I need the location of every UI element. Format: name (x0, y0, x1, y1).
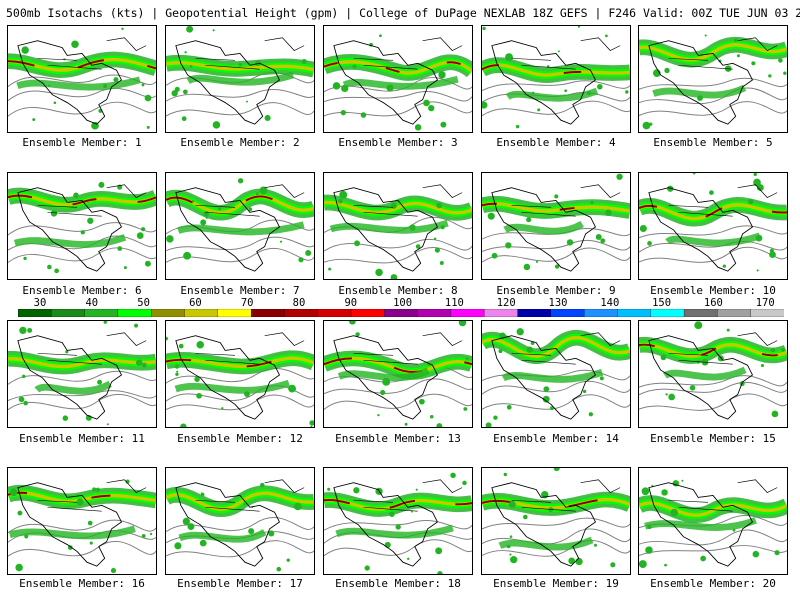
colorbar-tick-label: 100 (393, 297, 413, 309)
colorbar-segment (750, 309, 784, 317)
ensemble-member-label: Ensemble Member: 11 (19, 432, 145, 445)
ensemble-member-map (638, 467, 788, 575)
ensemble-member-map (7, 25, 157, 133)
ensemble-member-map (323, 25, 473, 133)
ensemble-member-label: Ensemble Member: 9 (496, 284, 616, 297)
ensemble-member-map (7, 320, 157, 428)
ensemble-member-label: Ensemble Member: 8 (338, 284, 458, 297)
ensemble-member-map (165, 25, 315, 133)
ensemble-member-label: Ensemble Member: 15 (650, 432, 776, 445)
colorbar-tick-label: 150 (652, 297, 672, 309)
colorbar-segment (184, 309, 219, 317)
ensemble-member-label: Ensemble Member: 12 (177, 432, 303, 445)
ensemble-member-label: Ensemble Member: 7 (180, 284, 300, 297)
ensemble-member-label: Ensemble Member: 16 (19, 577, 145, 590)
ensemble-member-label: Ensemble Member: 3 (338, 136, 458, 149)
colorbar-tick-label: 60 (189, 297, 202, 309)
colorbar-tick-label: 90 (344, 297, 358, 309)
colorbar-segment (650, 309, 685, 317)
colorbar-segment (151, 309, 186, 317)
ensemble-member-map (481, 320, 631, 428)
colorbar-tick-label: 170 (755, 297, 775, 309)
ensemble-member-map (638, 172, 788, 280)
ensemble-member-label: Ensemble Member: 6 (22, 284, 142, 297)
ensemble-member-label: Ensemble Member: 5 (653, 136, 773, 149)
colorbar-segment (250, 309, 286, 317)
ensemble-member-label: Ensemble Member: 17 (177, 577, 303, 590)
colorbar-segment (584, 309, 619, 317)
ensemble-member-map (481, 172, 631, 280)
colorbar-segment (517, 309, 552, 317)
ensemble-member-map (165, 467, 315, 575)
ensemble-member-map (165, 172, 315, 280)
colorbar-segment (617, 309, 652, 317)
colorbar-segment (550, 309, 585, 317)
colorbar-tick-label: 70 (240, 297, 254, 309)
colorbar-segment (117, 309, 152, 317)
ensemble-member-map (7, 467, 157, 575)
ensemble-member-label: Ensemble Member: 14 (493, 432, 619, 445)
ensemble-member-label: Ensemble Member: 20 (650, 577, 776, 590)
ensemble-member-map (638, 25, 788, 133)
colorbar-segment (18, 309, 52, 317)
ensemble-member-map (7, 172, 157, 280)
colorbar-segment (417, 309, 452, 317)
colorbar-tick-label: 140 (600, 297, 620, 309)
colorbar-segment (284, 309, 319, 317)
ensemble-member-map (323, 172, 473, 280)
ensemble-member-label: Ensemble Member: 2 (180, 136, 300, 149)
colorbar-segment (350, 309, 385, 317)
ensemble-member-map (481, 467, 631, 575)
ensemble-member-label: Ensemble Member: 1 (22, 136, 142, 149)
colorbar-segment (683, 309, 719, 317)
ensemble-member-map (323, 320, 473, 428)
ensemble-member-map (481, 25, 631, 133)
colorbar-tick-label: 130 (548, 297, 568, 309)
ensemble-member-label: Ensemble Member: 10 (650, 284, 776, 297)
colorbar-segment (217, 309, 252, 317)
colorbar-tick-label: 80 (292, 297, 306, 309)
colorbar-segment (51, 309, 86, 317)
colorbar-segment (450, 309, 485, 317)
colorbar-tick-label: 40 (85, 297, 99, 309)
isotach-colorbar (18, 309, 784, 317)
colorbar-tick-label: 160 (703, 297, 723, 309)
colorbar-tick-label: 110 (444, 297, 464, 309)
colorbar-segment (317, 309, 352, 317)
colorbar-segment (384, 309, 419, 317)
ensemble-member-map (638, 320, 788, 428)
colorbar-tick-label: 120 (496, 297, 516, 309)
ensemble-member-label: Ensemble Member: 18 (335, 577, 461, 590)
ensemble-member-label: Ensemble Member: 19 (493, 577, 619, 590)
colorbar-tick-label: 50 (137, 297, 150, 309)
colorbar-segment (484, 309, 519, 317)
ensemble-member-label: Ensemble Member: 13 (335, 432, 461, 445)
colorbar-tick-label: 30 (33, 297, 47, 309)
page-title: 500mb Isotachs (kts) | Geopotential Heig… (6, 6, 800, 20)
colorbar-segment (84, 309, 119, 317)
ensemble-member-map (323, 467, 473, 575)
ensemble-member-map (165, 320, 315, 428)
ensemble-member-label: Ensemble Member: 4 (496, 136, 616, 149)
colorbar-segment (717, 309, 752, 317)
